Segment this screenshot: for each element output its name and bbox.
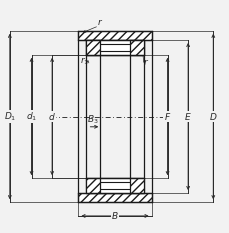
Text: $d$: $d$ — [48, 111, 56, 122]
Text: $r$: $r$ — [97, 17, 103, 27]
Text: $B_3$: $B_3$ — [87, 113, 98, 126]
Text: $d_1$: $d_1$ — [26, 110, 37, 123]
Text: $r$: $r$ — [142, 57, 148, 67]
Bar — [86, 40, 143, 55]
Text: $D$: $D$ — [208, 111, 217, 122]
Text: $r_1$: $r_1$ — [79, 56, 88, 67]
Bar — [100, 40, 129, 55]
Bar — [86, 178, 99, 193]
Text: $F$: $F$ — [163, 111, 170, 122]
Text: $E$: $E$ — [183, 111, 191, 122]
Bar — [100, 178, 129, 193]
Bar — [86, 40, 100, 55]
Bar — [130, 178, 143, 193]
Text: $D_1$: $D_1$ — [4, 110, 16, 123]
Bar — [130, 40, 143, 55]
Bar — [86, 178, 143, 193]
Bar — [90, 182, 139, 189]
Bar — [78, 31, 151, 40]
Bar — [86, 40, 99, 55]
Bar — [90, 44, 139, 51]
Bar — [78, 193, 151, 202]
Text: $B$: $B$ — [111, 210, 118, 221]
Bar — [129, 40, 143, 55]
